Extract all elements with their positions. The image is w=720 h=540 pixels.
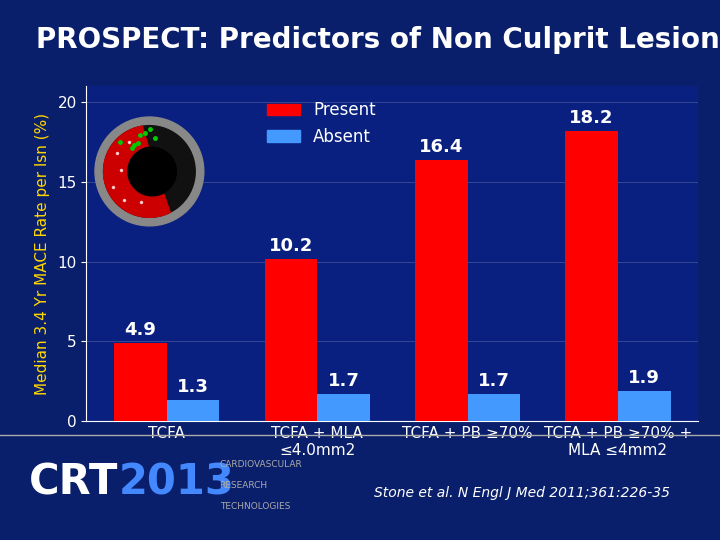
Text: 1.3: 1.3 [177,379,209,396]
Legend: Present, Absent: Present, Absent [260,94,382,152]
Circle shape [128,147,176,195]
Text: Stone et al. N Engl J Med 2011;361:226-35: Stone et al. N Engl J Med 2011;361:226-3… [374,485,670,500]
Bar [467,394,521,421]
Text: 2013: 2013 [119,461,235,503]
Text: 4.9: 4.9 [125,321,156,339]
Text: CRT: CRT [29,461,118,503]
Text: 18.2: 18.2 [570,109,614,127]
Bar [618,391,670,421]
Circle shape [95,117,204,226]
Y-axis label: Median 3.4 Yr MACE Rate per lsn (%): Median 3.4 Yr MACE Rate per lsn (%) [35,113,50,395]
Bar [318,394,370,421]
Text: 1.7: 1.7 [328,372,359,390]
Text: RESEARCH: RESEARCH [220,481,268,490]
Text: TECHNOLOGIES: TECHNOLOGIES [220,502,290,511]
Text: CARDIOVASCULAR: CARDIOVASCULAR [220,460,302,469]
Bar [565,131,618,421]
Bar [415,160,467,421]
Bar [114,343,167,421]
Bar [264,259,318,421]
Bar [167,401,220,421]
Text: PROSPECT: Predictors of Non Culprit Lesion Events: PROSPECT: Predictors of Non Culprit Lesi… [36,26,720,54]
Polygon shape [104,126,170,217]
Text: 10.2: 10.2 [269,237,313,254]
Text: 1.7: 1.7 [478,372,510,390]
Circle shape [104,126,195,217]
Text: 1.9: 1.9 [629,369,660,387]
Text: 16.4: 16.4 [419,138,464,156]
